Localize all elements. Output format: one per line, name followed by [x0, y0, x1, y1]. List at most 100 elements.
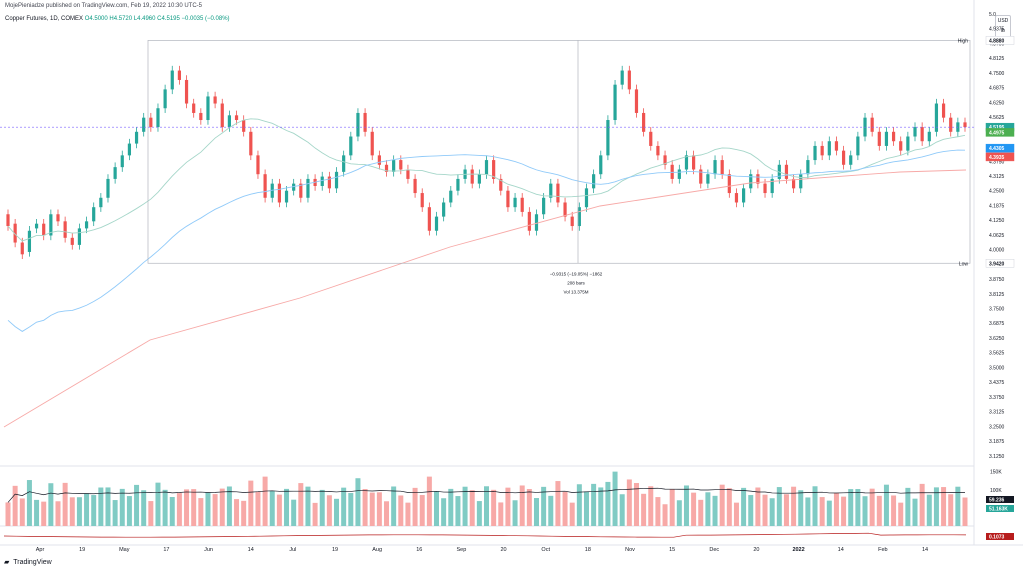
volume-bar	[819, 497, 825, 526]
volume-bar	[712, 495, 718, 526]
volume-bar	[912, 498, 918, 526]
candle-body	[177, 70, 182, 80]
x-tick-label: 14	[838, 547, 844, 553]
currency-unit-button[interactable]: USD lb	[995, 15, 1011, 39]
candle-body	[199, 112, 203, 121]
volume-bar	[505, 487, 511, 526]
y-tick-label: 4.5625	[989, 115, 1005, 121]
candle-body	[713, 160, 717, 175]
volume-bar	[705, 492, 711, 526]
volume-bar	[548, 495, 554, 526]
candle-body	[870, 117, 874, 132]
candle-body	[320, 176, 324, 186]
unit-label: lb	[1001, 28, 1005, 34]
volume-bar	[555, 481, 561, 526]
candle-body	[384, 164, 389, 172]
volume-bar	[962, 497, 968, 526]
volume-bar	[119, 488, 125, 526]
volume-bar	[733, 502, 739, 526]
candle-body	[963, 122, 967, 128]
x-tick-label: 14	[248, 547, 254, 553]
price-label-box	[985, 36, 1015, 45]
candle-body	[63, 221, 67, 238]
volume-bar	[319, 489, 325, 526]
candle-body	[299, 183, 303, 198]
tradingview-logo-icon: ▰	[4, 559, 10, 566]
volume-bar	[284, 488, 290, 526]
volume-bar	[241, 500, 247, 526]
candle-body	[349, 136, 353, 156]
candle-body	[399, 160, 403, 170]
y-tick-label: 4.1250	[989, 218, 1005, 224]
y-tick-label: 3.3750	[989, 395, 1005, 401]
candle-body	[184, 79, 189, 104]
volume-bar	[676, 500, 682, 526]
volume-bar	[655, 497, 661, 526]
y-tick-label: 4.0000	[989, 248, 1005, 254]
x-tick-label: 20	[753, 547, 759, 553]
publisher-line: MojePieniadze published on TradingView.c…	[5, 3, 203, 9]
candle-body	[213, 96, 217, 104]
volume-bar	[384, 501, 390, 526]
volume-bar	[62, 482, 68, 526]
y-tick-label: 5.0	[989, 12, 996, 18]
symbol-name[interactable]: Copper Futures, 1D, COMEX	[5, 16, 84, 22]
candle-body	[27, 230, 32, 252]
volume-bar	[419, 495, 425, 526]
candle-body	[606, 120, 610, 156]
candle-body	[284, 190, 289, 203]
candle-body	[549, 183, 553, 198]
y-tick-label: 3.6875	[989, 321, 1005, 327]
volume-bar	[876, 495, 882, 526]
volume-bar	[234, 499, 240, 526]
y-tick-label: 4.2500	[989, 189, 1005, 195]
candle-body	[392, 160, 396, 172]
volume-bar	[55, 501, 61, 526]
volume-ma-box	[986, 505, 1014, 512]
candle-body	[813, 145, 817, 161]
candle-body	[449, 190, 453, 203]
footer-brand[interactable]: ▰ TradingView	[4, 558, 52, 566]
candle-body	[334, 171, 339, 189]
indicator-line	[3, 532, 967, 538]
candle-body	[834, 141, 839, 151]
candle-body	[327, 176, 331, 189]
price-label-box	[985, 152, 1015, 162]
volume-bar	[955, 486, 961, 526]
candle-body	[934, 103, 939, 132]
volume-bar	[391, 486, 397, 526]
candle-body	[356, 112, 360, 137]
ohlc-open: O4.5000	[84, 16, 108, 22]
candle-body	[106, 178, 110, 198]
volume-bar	[198, 498, 204, 526]
volume-bar	[141, 490, 147, 526]
volume-bar	[398, 495, 404, 526]
volume-bar	[783, 494, 789, 526]
candle-body	[520, 197, 524, 212]
volume-bar	[905, 487, 911, 526]
volume-bar	[426, 476, 432, 526]
y-tick-label: 4.3750	[989, 159, 1005, 165]
candle-body	[613, 84, 617, 121]
candle-body	[370, 131, 374, 156]
measure-label: 208 bars	[567, 280, 585, 285]
price-label-caption: Low	[959, 261, 969, 267]
volume-bar	[226, 486, 232, 526]
volume-bar	[162, 489, 168, 526]
candle-body	[127, 143, 132, 156]
y-tick-label: 3.8125	[989, 292, 1005, 298]
volume-bar	[741, 487, 747, 526]
candle-body	[542, 197, 546, 215]
price-label-value: 4.4975	[989, 130, 1005, 136]
volume-bar	[205, 492, 211, 526]
volume-bar	[334, 498, 340, 526]
volume-bar	[569, 502, 575, 526]
candle-body	[684, 155, 689, 170]
volume-bar	[326, 495, 332, 526]
candle-body	[841, 150, 846, 165]
volume-bar	[512, 500, 518, 526]
candle-body	[456, 178, 460, 191]
x-tick-label: May	[119, 547, 130, 553]
candle-body	[913, 127, 917, 137]
